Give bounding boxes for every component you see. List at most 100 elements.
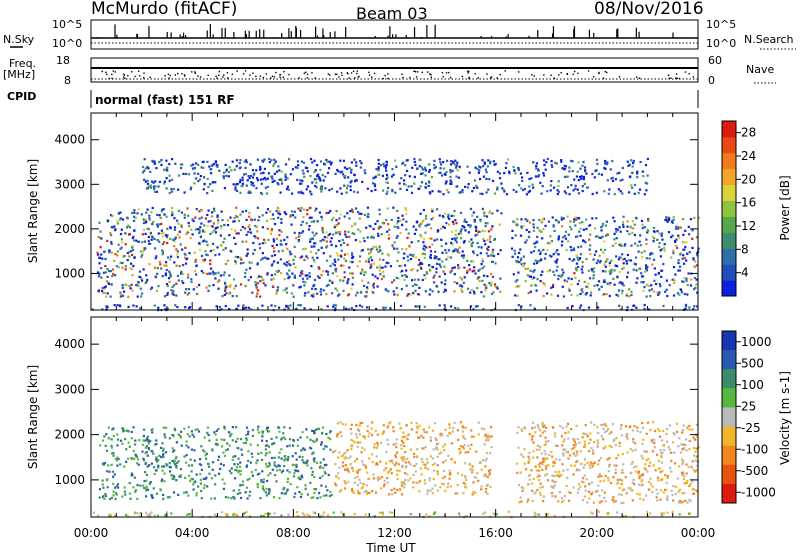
velocity-cell: [444, 489, 447, 493]
power-cell: [286, 236, 289, 239]
power-cell: [288, 250, 291, 253]
power-cell: [506, 158, 509, 161]
power-cell: [555, 269, 558, 272]
velocity-cell: [130, 430, 133, 434]
power-cell: [423, 305, 426, 308]
power-cell: [486, 165, 489, 168]
power-cell: [171, 212, 174, 215]
power-cell: [616, 265, 619, 268]
power-cell: [291, 168, 294, 171]
velocity-cell: [366, 430, 369, 433]
velocity-cell: [413, 455, 416, 458]
power-cell: [157, 306, 160, 309]
power-cell: [325, 270, 328, 273]
power-cell: [270, 264, 273, 267]
velocity-cell: [380, 487, 383, 490]
power-cell: [618, 226, 621, 229]
power-cell: [674, 239, 677, 243]
power-cell: [399, 304, 403, 307]
velocity-cell: [341, 461, 345, 464]
velocity-cell: [547, 479, 550, 482]
power-cell: [234, 242, 237, 245]
velocity-cell: [692, 492, 695, 496]
power-cell: [103, 250, 106, 253]
velocity-cell: [346, 449, 349, 452]
power-cell: [479, 218, 482, 221]
power-cell: [337, 231, 340, 234]
velocity-cell: [268, 462, 271, 465]
power-cell: [431, 266, 434, 269]
power-cell: [137, 275, 141, 278]
power-cell: [450, 181, 453, 184]
freq-tick-18: 18: [56, 54, 70, 67]
power-cell: [474, 226, 478, 229]
power-cell: [618, 304, 621, 307]
power-cell: [517, 304, 520, 307]
power-cell: [347, 293, 350, 296]
velocity-cell: [171, 477, 174, 480]
power-cell: [660, 275, 663, 278]
freq-dot: [441, 71, 444, 74]
power-cell: [399, 187, 402, 190]
power-cell: [474, 166, 477, 169]
velocity-cell: [576, 468, 579, 471]
power-cell: [429, 250, 433, 253]
power-cell: [181, 272, 184, 276]
power-cell: [234, 262, 237, 265]
power-cell: [621, 267, 624, 270]
power-cell: [390, 175, 394, 178]
power-cell: [482, 237, 485, 240]
power-cell: [423, 238, 426, 241]
power-cell: [537, 175, 540, 178]
power-cell: [580, 175, 583, 178]
power-cell: [379, 225, 382, 229]
power-cell: [262, 171, 265, 175]
velocity-cell: [232, 496, 235, 499]
velocity-cell: [168, 462, 171, 465]
power-cell: [625, 262, 629, 265]
power-cell: [340, 249, 343, 252]
velocity-cell: [653, 441, 656, 444]
power-cell: [306, 185, 309, 188]
power-cell: [449, 179, 452, 182]
velocity-cell: [358, 478, 361, 481]
power-cell: [121, 294, 124, 297]
power-cell: [522, 189, 525, 192]
power-cell: [271, 180, 274, 183]
power-cell: [119, 211, 122, 214]
velocity-cell: [461, 425, 464, 428]
power-cell: [283, 238, 286, 242]
velocity-cell: [596, 489, 599, 492]
power-cell: [602, 280, 606, 283]
velocity-cell: [541, 431, 544, 434]
power-cell: [228, 166, 231, 169]
power-cell: [275, 292, 278, 296]
velocity-cell: [614, 444, 617, 447]
power-cell: [264, 256, 267, 259]
power-cell: [623, 257, 626, 260]
power-cell: [430, 218, 433, 221]
power-cell: [462, 281, 465, 284]
velocity-cell: [237, 469, 241, 472]
velocity-cell: [672, 432, 675, 435]
velocity-cell: [396, 473, 399, 476]
power-cell: [588, 238, 591, 241]
freq-dot: [592, 76, 595, 78]
velocity-cell: [526, 501, 529, 504]
power-cell: [341, 238, 344, 242]
velocity-cell: [612, 496, 615, 499]
velocity-cell: [245, 465, 248, 468]
power-cell: [146, 278, 149, 282]
velocity-cell: [294, 492, 297, 495]
power-cell: [242, 261, 245, 264]
power-cell: [206, 160, 209, 163]
velocity-cell: [139, 484, 142, 487]
power-cell: [428, 223, 431, 226]
velocity-cell: [358, 430, 361, 433]
power-cell: [424, 166, 427, 169]
power-cell: [190, 186, 193, 189]
velocity-cell: [394, 456, 397, 459]
power-cell: [617, 294, 620, 297]
power-cell: [615, 293, 618, 296]
velocity-cell: [608, 432, 611, 435]
